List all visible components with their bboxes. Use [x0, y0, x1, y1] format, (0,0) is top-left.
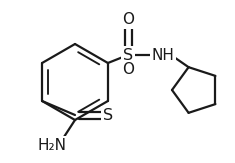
Text: S: S [103, 108, 113, 123]
Text: H₂N: H₂N [38, 138, 67, 153]
Text: NH: NH [152, 47, 174, 62]
Text: S: S [123, 47, 133, 62]
Text: O: O [122, 62, 134, 77]
Text: O: O [122, 13, 134, 28]
